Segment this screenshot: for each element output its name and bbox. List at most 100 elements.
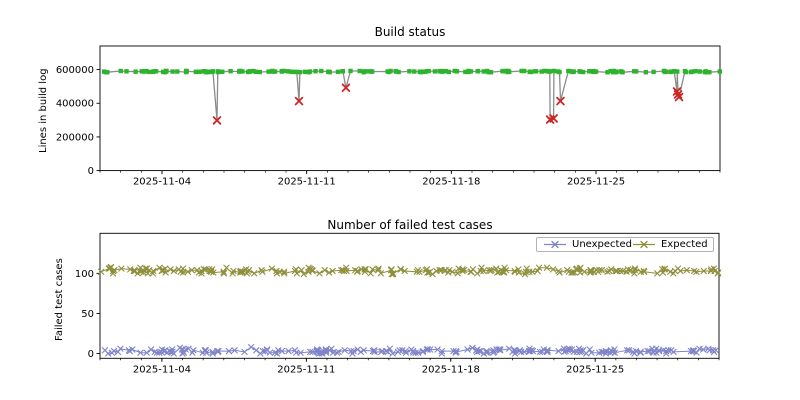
square-marker	[291, 69, 296, 75]
x-marker	[328, 345, 335, 352]
x-marker	[266, 349, 274, 356]
x-marker	[596, 267, 603, 274]
x-marker	[220, 270, 227, 277]
x-marker	[579, 347, 587, 354]
x-tick-label: 2025-11-11	[278, 177, 336, 188]
x-marker	[602, 350, 609, 357]
x-marker	[690, 347, 698, 355]
x-marker	[660, 347, 667, 354]
x-marker	[170, 267, 177, 275]
x-marker	[362, 266, 369, 273]
x-marker	[389, 270, 397, 277]
x-marker	[427, 346, 434, 353]
x-marker	[625, 347, 633, 354]
x-marker	[438, 347, 445, 355]
successful-build-markers	[101, 68, 723, 75]
x-marker	[291, 347, 299, 354]
x-marker	[453, 348, 460, 356]
x-marker	[239, 268, 246, 275]
x-marker	[118, 265, 125, 272]
square-marker	[651, 69, 656, 75]
x-marker	[663, 350, 670, 357]
x-marker	[661, 265, 669, 272]
square-marker	[364, 69, 369, 74]
x-marker	[711, 267, 718, 275]
square-marker	[253, 69, 259, 74]
x-marker	[478, 264, 485, 271]
x-marker	[631, 265, 639, 272]
x-marker	[230, 267, 237, 275]
x-marker	[307, 348, 314, 356]
x-marker	[231, 347, 238, 354]
x-marker	[399, 347, 406, 354]
square-marker	[672, 69, 677, 74]
x-marker	[273, 270, 281, 277]
x-marker	[285, 347, 292, 355]
square-marker	[220, 69, 225, 74]
x-marker	[134, 270, 141, 277]
x-marker	[673, 90, 683, 99]
square-marker	[475, 68, 481, 74]
x-marker	[162, 269, 169, 276]
square-marker	[194, 69, 199, 75]
square-marker	[210, 69, 216, 74]
legend-label-unexpected: Unexpected	[572, 239, 632, 250]
x-marker	[655, 347, 663, 355]
x-marker	[309, 267, 316, 275]
square-marker	[528, 69, 534, 75]
x-marker	[497, 347, 504, 354]
square-marker	[206, 69, 211, 74]
failed-tests-title: Number of failed test cases	[327, 218, 493, 232]
x-marker	[98, 268, 105, 275]
square-marker	[633, 69, 639, 74]
square-marker	[675, 69, 680, 74]
x-marker	[371, 347, 378, 354]
square-marker	[247, 69, 253, 74]
x-marker	[325, 269, 333, 276]
square-marker	[216, 69, 221, 75]
x-marker	[566, 346, 574, 353]
x-marker	[177, 268, 184, 275]
square-marker	[426, 68, 431, 74]
x-marker	[474, 270, 481, 277]
x-marker	[577, 264, 584, 271]
x-marker	[549, 114, 558, 123]
x-marker	[612, 267, 619, 275]
x-marker	[375, 265, 382, 272]
x-marker	[386, 345, 394, 352]
y-tick-label: 0	[88, 166, 94, 177]
square-marker	[506, 69, 512, 75]
build-connector-line	[103, 69, 720, 121]
x-marker	[322, 349, 330, 356]
y-tick-label: 600000	[56, 65, 94, 76]
x-marker	[644, 347, 651, 355]
square-marker	[141, 69, 146, 74]
square-marker	[348, 68, 353, 74]
x-marker	[412, 349, 419, 356]
square-marker	[175, 69, 180, 74]
square-marker	[488, 70, 494, 75]
x-marker	[101, 347, 109, 354]
x-marker	[670, 348, 677, 356]
x-marker	[611, 349, 618, 356]
x-tick-label: 2025-11-04	[133, 364, 191, 375]
x-marker	[659, 269, 667, 276]
x-marker	[107, 263, 115, 271]
x-marker	[384, 348, 392, 356]
square-marker	[522, 68, 527, 74]
x-marker	[341, 83, 351, 93]
x-marker	[293, 349, 300, 356]
y-tick-label: 100	[75, 269, 94, 280]
x-marker	[341, 347, 348, 354]
x-marker	[253, 347, 260, 354]
square-marker	[551, 68, 557, 74]
x-marker	[343, 267, 350, 275]
square-marker	[388, 68, 393, 74]
square-marker	[297, 69, 303, 75]
x-marker	[251, 270, 258, 277]
x-marker	[536, 348, 544, 356]
x-marker	[434, 346, 441, 353]
x-marker	[419, 347, 427, 355]
square-marker	[144, 68, 149, 74]
